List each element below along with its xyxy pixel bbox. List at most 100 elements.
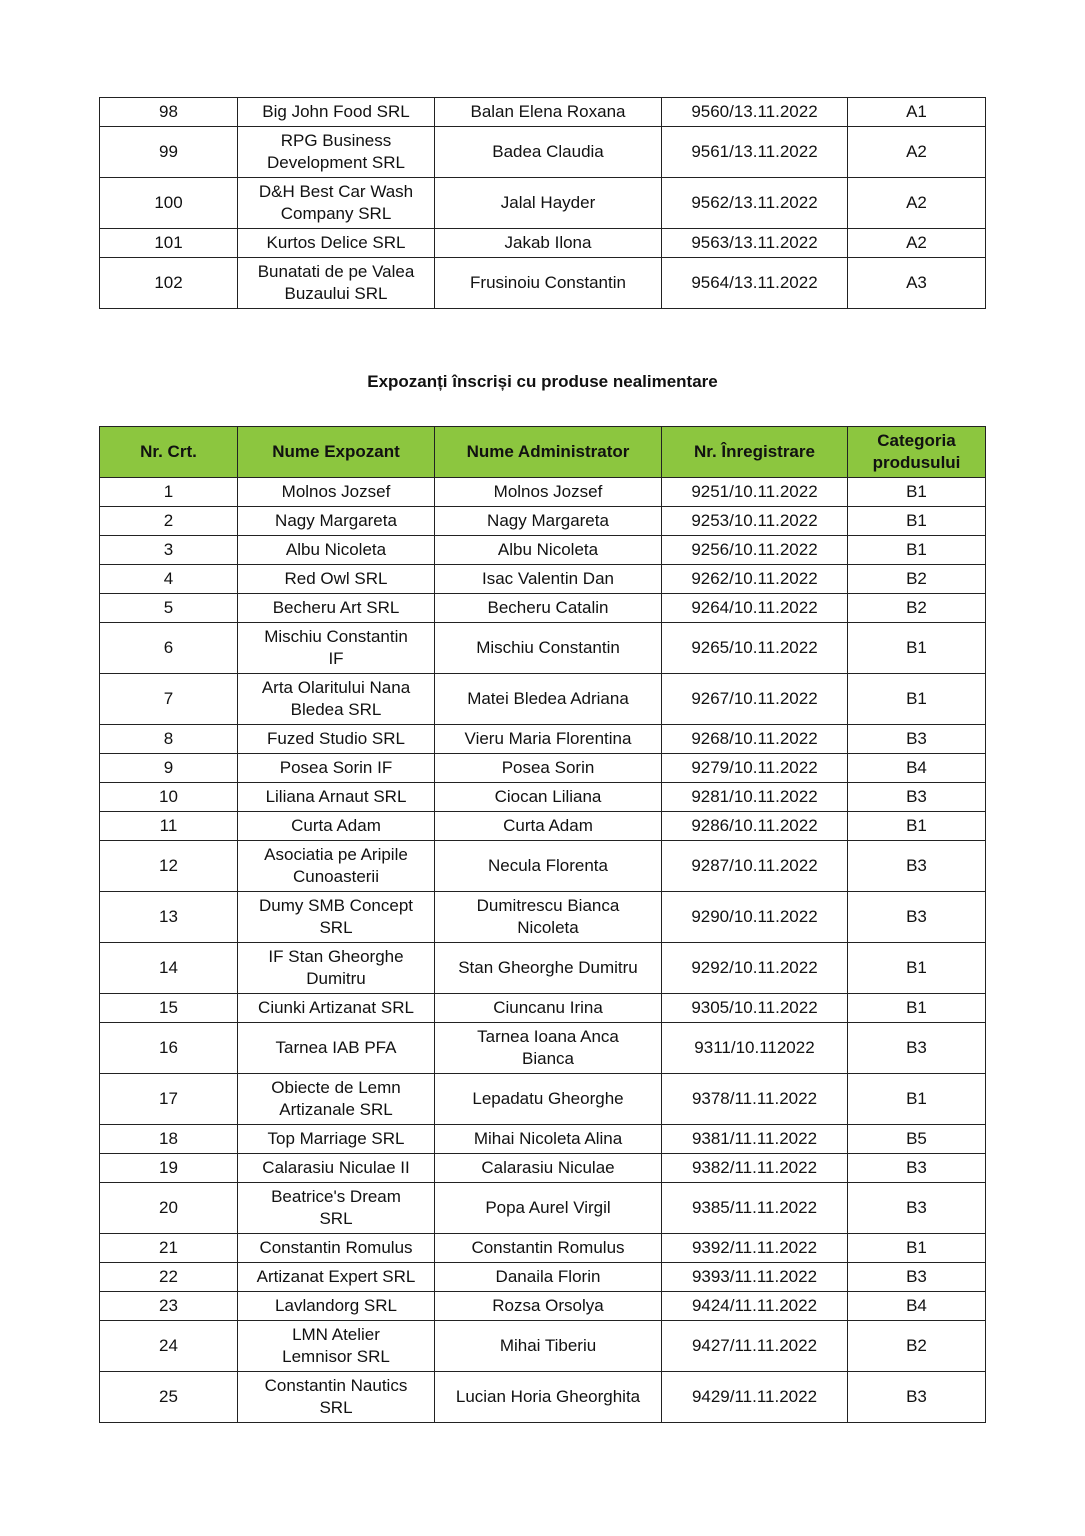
cell-administrator-name: Calarasiu Niculae bbox=[434, 1153, 662, 1183]
cell-registration-number: 9385/11.11.2022 bbox=[661, 1182, 848, 1234]
cell-administrator-name: Badea Claudia bbox=[434, 126, 662, 178]
cell-nr-crt: 5 bbox=[99, 593, 238, 623]
cell-exhibitor-name: Liliana Arnaut SRL bbox=[237, 782, 435, 812]
cell-administrator-name: Becheru Catalin bbox=[434, 593, 662, 623]
table-row: 20 Beatrice's Dream SRL Popa Aurel Virgil 9… bbox=[99, 1182, 986, 1234]
table-row: 22 Artizanat Expert SRL Danaila Florin 9393… bbox=[99, 1262, 986, 1292]
cell-exhibitor-name: RPG Business Development SRL bbox=[237, 126, 435, 178]
cell-nr-crt: 22 bbox=[99, 1262, 238, 1292]
cell-administrator-name: Rozsa Orsolya bbox=[434, 1291, 662, 1321]
cell-nr-crt: 17 bbox=[99, 1073, 238, 1125]
cell-administrator-name: Danaila Florin bbox=[434, 1262, 662, 1292]
table-row: 5 Becheru Art SRL Becheru Catalin 9264/10.1… bbox=[99, 593, 986, 623]
cell-administrator-name: Posea Sorin bbox=[434, 753, 662, 783]
cell-nr-crt: 20 bbox=[99, 1182, 238, 1234]
cell-product-category: B1 bbox=[847, 535, 986, 565]
cell-product-category: B1 bbox=[847, 506, 986, 536]
cell-administrator-name: Necula Florenta bbox=[434, 840, 662, 892]
cell-registration-number: 9251/10.11.2022 bbox=[661, 477, 848, 507]
cell-nr-crt: 102 bbox=[99, 257, 238, 309]
cell-administrator-name: Constantin Romulus bbox=[434, 1233, 662, 1263]
cell-product-category: B3 bbox=[847, 782, 986, 812]
cell-product-category: A2 bbox=[847, 126, 986, 178]
cell-administrator-name: Mihai Tiberiu bbox=[434, 1320, 662, 1372]
cell-administrator-name: Dumitrescu Bianca Nicoleta bbox=[434, 891, 662, 943]
table-row: 3 Albu Nicoleta Albu Nicoleta 9256/10.11.20… bbox=[99, 535, 986, 565]
cell-product-category: B3 bbox=[847, 1153, 986, 1183]
cell-administrator-name: Jakab Ilona bbox=[434, 228, 662, 258]
cell-nr-crt: 15 bbox=[99, 993, 238, 1023]
cell-administrator-name: Balan Elena Roxana bbox=[434, 97, 662, 127]
section-title: Expozanți înscriși cu produse nealimenta… bbox=[367, 372, 718, 391]
cell-exhibitor-name: Artizanat Expert SRL bbox=[237, 1262, 435, 1292]
cell-registration-number: 9290/10.11.2022 bbox=[661, 891, 848, 943]
cell-administrator-name: Molnos Jozsef bbox=[434, 477, 662, 507]
cell-nr-crt: 16 bbox=[99, 1022, 238, 1074]
table-row: 23 Lavlandorg SRL Rozsa Orsolya 9424/11.11.… bbox=[99, 1291, 986, 1321]
cell-product-category: B3 bbox=[847, 1371, 986, 1423]
cell-product-category: B3 bbox=[847, 1262, 986, 1292]
cell-registration-number: 9564/13.11.2022 bbox=[661, 257, 848, 309]
cell-product-category: B1 bbox=[847, 942, 986, 994]
cell-administrator-name: Lucian Horia Gheorghita bbox=[434, 1371, 662, 1423]
cell-exhibitor-name: Molnos Jozsef bbox=[237, 477, 435, 507]
cell-nr-crt: 11 bbox=[99, 811, 238, 841]
cell-registration-number: 9382/11.11.2022 bbox=[661, 1153, 848, 1183]
cell-registration-number: 9393/11.11.2022 bbox=[661, 1262, 848, 1292]
cell-product-category: B2 bbox=[847, 564, 986, 594]
cell-exhibitor-name: Calarasiu Niculae II bbox=[237, 1153, 435, 1183]
table-row: 21 Constantin Romulus Constantin Romulus 93… bbox=[99, 1233, 986, 1263]
cell-registration-number: 9268/10.11.2022 bbox=[661, 724, 848, 754]
cell-nr-crt: 2 bbox=[99, 506, 238, 536]
table-row: 102 Bunatati de pe Valea Buzaului SRL Frus… bbox=[99, 257, 986, 309]
cell-nr-crt: 21 bbox=[99, 1233, 238, 1263]
nonfood-exhibitors-table: Nr. Crt. Nume Expozant Nume Administrato… bbox=[99, 426, 986, 1423]
cell-administrator-name: Nagy Margareta bbox=[434, 506, 662, 536]
cell-registration-number: 9561/13.11.2022 bbox=[661, 126, 848, 178]
table-row: 16 Tarnea IAB PFA Tarnea Ioana Anca Bianca… bbox=[99, 1022, 986, 1074]
table-row: 18 Top Marriage SRL Mihai Nicoleta Alina 93… bbox=[99, 1124, 986, 1154]
cell-nr-crt: 101 bbox=[99, 228, 238, 258]
cell-registration-number: 9267/10.11.2022 bbox=[661, 673, 848, 725]
cell-registration-number: 9287/10.11.2022 bbox=[661, 840, 848, 892]
cell-nr-crt: 1 bbox=[99, 477, 238, 507]
table-row: 13 Dumy SMB Concept SRL Dumitrescu Bianca … bbox=[99, 891, 986, 943]
cell-product-category: B2 bbox=[847, 593, 986, 623]
cell-nr-crt: 25 bbox=[99, 1371, 238, 1423]
cell-administrator-name: Albu Nicoleta bbox=[434, 535, 662, 565]
cell-administrator-name: Popa Aurel Virgil bbox=[434, 1182, 662, 1234]
cell-exhibitor-name: Kurtos Delice SRL bbox=[237, 228, 435, 258]
table-row: 24 LMN Atelier Lemnisor SRL Mihai Tiberiu 9… bbox=[99, 1320, 986, 1372]
cell-registration-number: 9305/10.11.2022 bbox=[661, 993, 848, 1023]
cell-registration-number: 9427/11.11.2022 bbox=[661, 1320, 848, 1372]
table-row: 2 Nagy Margareta Nagy Margareta 9253/10.11.… bbox=[99, 506, 986, 536]
cell-product-category: B1 bbox=[847, 477, 986, 507]
table-header-row: Nr. Crt. Nume Expozant Nume Administrato… bbox=[99, 426, 986, 478]
cell-product-category: B4 bbox=[847, 753, 986, 783]
table-row: 17 Obiecte de Lemn Artizanale SRL Lepadatu… bbox=[99, 1073, 986, 1125]
cell-registration-number: 9424/11.11.2022 bbox=[661, 1291, 848, 1321]
cell-administrator-name: Matei Bledea Adriana bbox=[434, 673, 662, 725]
cell-product-category: A2 bbox=[847, 228, 986, 258]
table-row: 8 Fuzed Studio SRL Vieru Maria Florentina 9… bbox=[99, 724, 986, 754]
cell-product-category: A3 bbox=[847, 257, 986, 309]
header-product-category: Categoria produsului bbox=[847, 426, 986, 478]
cell-registration-number: 9562/13.11.2022 bbox=[661, 177, 848, 229]
cell-administrator-name: Isac Valentin Dan bbox=[434, 564, 662, 594]
cell-nr-crt: 24 bbox=[99, 1320, 238, 1372]
header-nr-crt: Nr. Crt. bbox=[99, 426, 238, 478]
cell-registration-number: 9279/10.11.2022 bbox=[661, 753, 848, 783]
cell-exhibitor-name: LMN Atelier Lemnisor SRL bbox=[237, 1320, 435, 1372]
cell-exhibitor-name: Becheru Art SRL bbox=[237, 593, 435, 623]
cell-product-category: B1 bbox=[847, 673, 986, 725]
cell-administrator-name: Mischiu Constantin bbox=[434, 622, 662, 674]
cell-exhibitor-name: Asociatia pe Aripile Cunoasterii bbox=[237, 840, 435, 892]
cell-registration-number: 9392/11.11.2022 bbox=[661, 1233, 848, 1263]
cell-product-category: B1 bbox=[847, 622, 986, 674]
cell-nr-crt: 13 bbox=[99, 891, 238, 943]
cell-product-category: A1 bbox=[847, 97, 986, 127]
cell-registration-number: 9311/10.112022 bbox=[661, 1022, 848, 1074]
cell-registration-number: 9286/10.11.2022 bbox=[661, 811, 848, 841]
cell-nr-crt: 7 bbox=[99, 673, 238, 725]
cell-exhibitor-name: Curta Adam bbox=[237, 811, 435, 841]
